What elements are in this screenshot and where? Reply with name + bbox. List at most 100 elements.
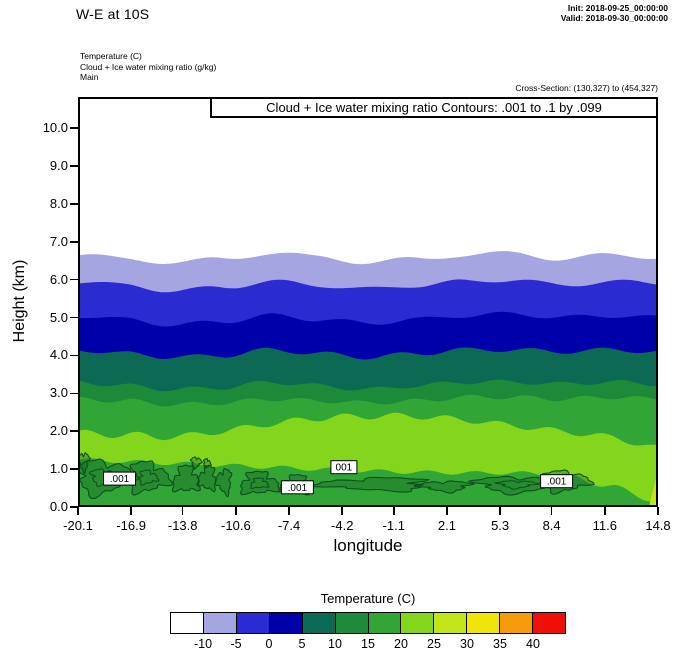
x-tick-label: -1.1 [382,518,405,533]
cloud-contour [413,480,476,494]
x-tick-label: 5.3 [491,518,510,533]
colorbar-cell [433,612,468,634]
y-tick-mark [70,203,78,205]
x-tick-label: 2.1 [437,518,456,533]
cloud-contour [189,456,203,471]
x-tick-mark [77,507,79,515]
y-tick-label: 0.0 [49,499,68,514]
y-tick-label: 10.0 [42,120,68,136]
x-tick-label: 8.4 [542,518,561,533]
contour-value-label: .001 [540,474,574,489]
colorbar-cell [301,612,336,634]
colorbar-tick-label: 40 [526,637,540,651]
y-tick-label: 7.0 [49,233,68,249]
contour-plot-canvas: .001 .001 001 .001 [78,97,658,507]
cloud-contour-inner [250,477,270,490]
x-tick-label: -20.1 [63,518,93,533]
colorbar-cell [367,612,402,634]
y-tick-mark [70,241,78,243]
cloud-contour-inner [139,469,160,486]
colorbar-tick-label: 15 [361,637,375,651]
colorbar-cell [532,612,567,634]
y-tick-label: 4.0 [49,347,68,363]
colorbar-tick-label: 0 [265,637,273,651]
x-tick-label: -7.4 [277,518,301,533]
colorbar-cell [235,612,270,634]
colorbar-cell [400,612,435,634]
field-line-temperature: Temperature (C) [80,51,142,61]
cross-section-label: Cross-Section: (130,327) to (454,327) [515,83,658,93]
contour-value-label: .001 [103,471,136,486]
cloud-contour [78,452,91,475]
x-axis-label: longitude [333,536,403,555]
y-tick-label: 8.0 [49,195,68,211]
colorbar-title: Temperature (C) [320,591,416,606]
y-tick-mark [70,354,78,357]
x-tick-mark [393,507,395,515]
colorbar [170,612,567,634]
colorbar-cell [499,612,534,634]
x-tick-mark [446,507,448,515]
y-tick-mark [70,430,78,432]
x-tick-mark [604,507,606,515]
corner-warm-patch [648,471,658,507]
contour-value-label: .001 [280,480,314,495]
cloud-contour [305,476,431,493]
cloud-contour-inner [493,480,542,490]
y-tick-label: 9.0 [49,157,68,173]
colorbar-cell [170,612,204,634]
y-tick-mark [70,506,78,508]
colorbar-tick-label: 10 [328,637,342,651]
x-tick-mark [341,507,343,515]
x-tick-mark [550,507,553,515]
x-tick-mark [235,507,237,515]
x-tick-mark [288,507,290,515]
y-tick-mark [70,468,78,470]
x-tick-label: -16.9 [116,518,146,533]
cloud-contour [202,458,212,470]
x-tick-label: -13.8 [167,518,198,533]
y-tick-label: 1.0 [49,461,68,477]
valid-time-label: Valid: 2018-09-30_00:00:00 [560,13,668,23]
y-tick-mark [70,278,78,281]
svg-text:.001: .001 [288,483,308,494]
svg-text:.001: .001 [547,477,567,488]
colorbar-cell [334,612,369,634]
y-tick-mark [70,316,78,319]
field-line-cloud-mixing-ratio: Cloud + Ice water mixing ratio (g/kg) [80,61,217,72]
y-tick-mark [70,165,78,167]
x-tick-label: 11.6 [592,518,617,533]
colorbar-tick-label: 35 [493,637,507,651]
x-tick-mark [657,507,659,515]
field-info: Temperature (C) Cloud + Ice water mixing… [80,51,216,83]
colorbar-tick-label: -5 [230,637,242,651]
svg-text:001: 001 [336,463,353,474]
svg-text:.001: .001 [110,474,130,485]
y-tick-label: 3.0 [49,385,68,401]
colorbar-tick-label: 25 [427,637,441,651]
colorbar-cell [202,612,237,634]
x-tick-label: -10.6 [221,518,251,533]
x-tick-mark [130,507,132,515]
x-tick-mark [499,507,501,515]
page-title: W-E at 10S [76,6,150,22]
y-tick-mark [70,127,78,129]
cloud-contour [196,464,217,493]
contour-title-box: Cloud + Ice water mixing ratio Contours:… [210,97,658,118]
y-tick-label: 6.0 [49,271,68,287]
colorbar-tick-label: 20 [394,637,408,651]
colorbar-tick-label: -10 [193,637,213,651]
cross-section-plot: .001 .001 001 .001 [78,97,658,507]
colorbar-tick-label: 30 [460,637,474,651]
colorbar-cell [466,612,501,634]
y-tick-mark [70,392,78,395]
cloud-contour [171,464,201,493]
x-tick-mark [181,507,184,515]
x-tick-label: -4.2 [331,518,354,533]
field-line-domain: Main [80,72,99,82]
x-tick-label: 14.8 [645,518,671,533]
y-tick-label: 5.0 [49,309,68,325]
cloud-contour [214,467,233,498]
colorbar-cell [268,612,303,634]
